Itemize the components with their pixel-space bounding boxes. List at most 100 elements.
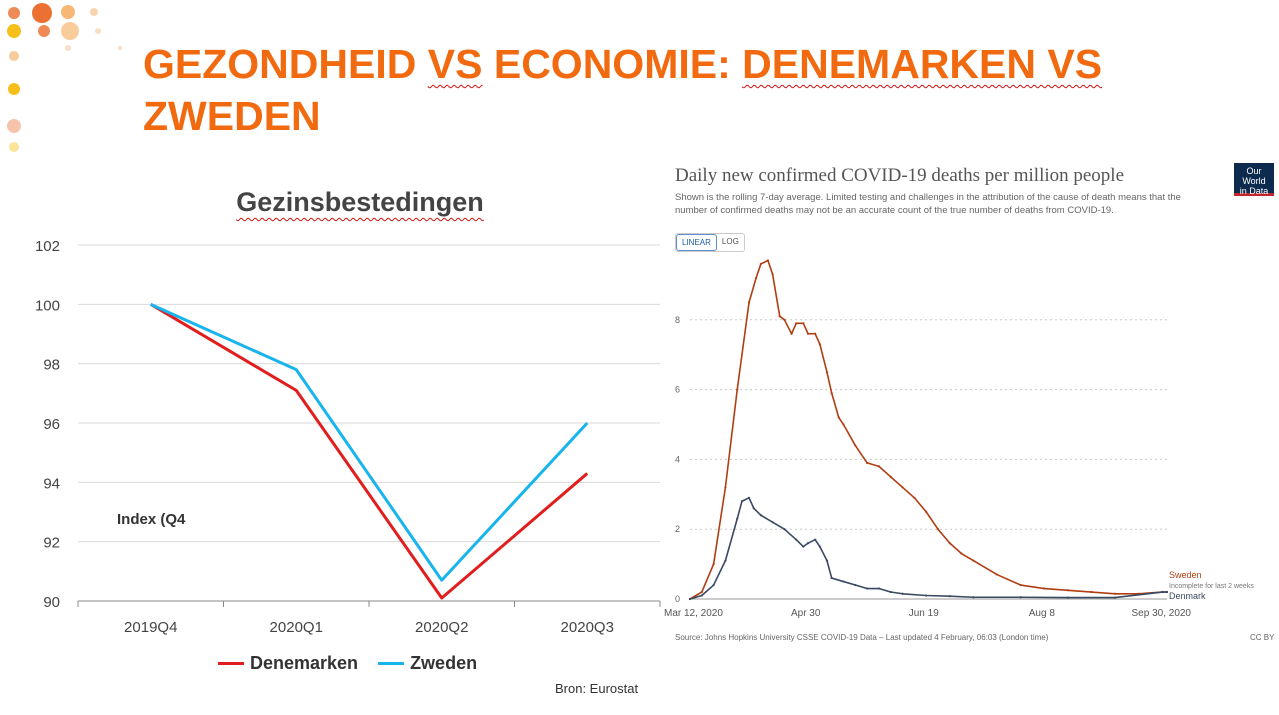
x-tick-label: Apr 30 (791, 608, 821, 619)
covid-deaths-plot: 0 2 4 6 8 Mar 12, 2020 Apr 30 Jun 19 Aug 8 Sep 30… (664, 259, 1254, 619)
legend-label-sweden: Sweden (1169, 570, 1202, 580)
data-point-sweden (1090, 590, 1093, 594)
legend-label-denemarken: Denemarken (250, 653, 359, 673)
x-tick-label: Aug 8 (1029, 608, 1056, 619)
data-point-denmark (740, 500, 744, 503)
data-point-denmark (901, 592, 904, 595)
logo-line1: Our World (1242, 166, 1266, 186)
data-point-denmark (889, 590, 892, 594)
data-point-sweden (806, 332, 810, 335)
data-point-sweden (825, 371, 829, 374)
data-point-sweden (802, 322, 805, 325)
data-point-sweden (712, 563, 715, 566)
chart-source: Source: Johns Hopkins University CSSE CO… (675, 633, 1049, 642)
data-point-sweden (901, 486, 904, 489)
chart-source: Bron: Eurostat (555, 681, 639, 696)
chart-title: Gezinsbestedingen (236, 187, 484, 217)
data-point-denmark (972, 596, 975, 599)
data-point-sweden (747, 301, 751, 304)
data-point-sweden (995, 573, 999, 576)
data-point-denmark (747, 496, 751, 499)
data-point-denmark (818, 545, 821, 548)
slide-title: GEZONDHEID VS ECONOMIE: DENEMARKEN VS ZWE… (143, 41, 1103, 139)
series-line-denemarken (149, 303, 589, 600)
x-tick-label: 2020Q1 (270, 619, 323, 636)
data-point-denmark (854, 583, 857, 587)
y-tick-label: 0 (675, 594, 680, 604)
data-point-denmark (700, 594, 703, 597)
license-label: CC BY (1250, 633, 1275, 642)
chart-legend: Denemarken Zweden (218, 653, 477, 674)
y-tick-label: 92 (43, 535, 60, 552)
legend-item-denemarken: Denemarken (218, 653, 358, 674)
data-point-sweden (948, 542, 951, 545)
data-point-sweden (771, 273, 774, 276)
data-point-sweden (854, 444, 857, 447)
data-point-sweden (837, 416, 840, 419)
data-point-denmark (948, 595, 951, 598)
data-point-sweden (724, 486, 727, 489)
log-scale-button[interactable]: LOG (721, 237, 739, 246)
data-point-denmark (877, 587, 881, 590)
data-point-sweden (960, 552, 963, 555)
y-tick-label: 94 (43, 475, 60, 492)
y-tick-label: 96 (43, 416, 60, 433)
data-point-denmark (842, 580, 845, 583)
data-point-denmark (771, 521, 774, 524)
linear-scale-button[interactable]: LINEAR (676, 234, 717, 251)
data-point-denmark (830, 576, 833, 580)
data-point-denmark (736, 517, 739, 520)
data-point-sweden (1019, 583, 1022, 587)
y-tick-label: 6 (675, 385, 680, 395)
y-tick-label: 102 (35, 238, 60, 255)
data-point-denmark (1165, 590, 1169, 594)
data-point-sweden (842, 423, 845, 426)
data-point-sweden (830, 391, 833, 395)
data-point-sweden (1113, 592, 1117, 595)
our-world-in-data-logo[interactable]: Our World in Data (1234, 163, 1274, 196)
legend-label-zweden: Zweden (410, 653, 478, 673)
data-point-denmark (1019, 596, 1022, 599)
y-tick-label: 4 (675, 454, 680, 464)
data-point-sweden (795, 322, 798, 325)
data-point-sweden (783, 318, 786, 321)
legend-swatch-denemarken (218, 662, 244, 665)
data-point-denmark (1066, 596, 1069, 599)
covid-deaths-chart: 0 2 4 6 8 Mar 12, 2020 Apr 30 Jun 19 Aug 8 Sep 30… (662, 155, 1279, 655)
data-point-denmark (783, 528, 786, 531)
data-point-sweden (1066, 589, 1069, 592)
data-point-sweden (877, 465, 881, 468)
household-spending-chart: 90 92 94 96 98 100 102 2019Q4 2020Q1 2020Q2 2020Q3… (0, 175, 670, 715)
legend-item-zweden: Zweden (378, 653, 477, 674)
data-point-sweden (790, 332, 793, 335)
chart-subtitle: Shown is the rolling 7-day average. Limi… (675, 192, 1181, 216)
legend-swatch-zweden (378, 662, 405, 665)
data-point-sweden (736, 388, 739, 391)
y-tick-label: 2 (675, 524, 680, 534)
data-point-sweden (913, 496, 916, 499)
data-point-sweden (936, 528, 940, 531)
data-point-denmark (814, 538, 817, 541)
data-point-denmark (795, 538, 798, 541)
data-point-sweden (889, 475, 892, 478)
data-point-sweden (759, 262, 762, 266)
data-point-denmark (1161, 590, 1164, 594)
data-point-denmark (925, 594, 928, 597)
legend-note-sweden: Incomplete for last 2 weeks (1169, 583, 1254, 590)
chart-title: Daily new confirmed COVID-19 deaths per … (675, 165, 1125, 186)
x-tick-label: 2019Q4 (124, 619, 177, 636)
x-tick-label: Sep 30, 2020 (1132, 608, 1192, 619)
data-point-denmark (806, 542, 810, 545)
data-point-denmark (752, 507, 755, 510)
data-point-denmark (759, 514, 762, 517)
data-point-denmark (802, 545, 805, 548)
legend-label-denmark: Denmark (1169, 591, 1206, 601)
data-point-sweden (1043, 587, 1046, 590)
household-spending-plot: 90 92 94 96 98 100 102 2019Q4 2020Q1 2020Q2 2020Q3 (35, 238, 661, 636)
data-point-sweden (925, 510, 928, 513)
data-point-denmark (724, 559, 727, 562)
data-point-sweden (778, 315, 781, 318)
y-tick-label: 100 (35, 297, 60, 314)
chart-annotation: Index (Q4 (117, 511, 186, 528)
data-point-sweden (818, 343, 821, 346)
